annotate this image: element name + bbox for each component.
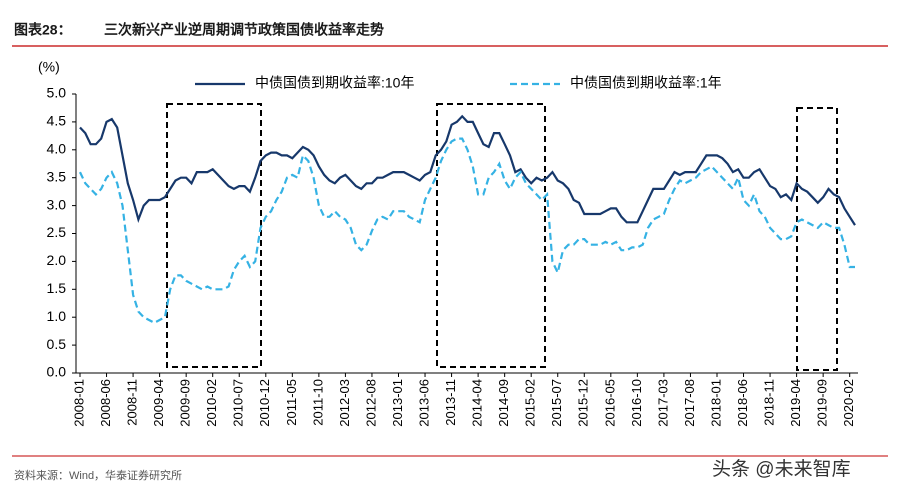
highlight-box	[436, 103, 546, 368]
x-tick-label: 2008-01	[71, 379, 86, 427]
y-tick-label: 5.0	[47, 85, 67, 101]
x-tick-label: 2010-12	[257, 379, 272, 427]
x-tick-label: 2012-08	[363, 379, 378, 427]
highlight-box	[796, 107, 838, 371]
x-tick-label: 2019-09	[815, 379, 830, 427]
y-tick-label: 3.0	[47, 196, 67, 212]
x-tick-label: 2015-02	[523, 379, 538, 427]
x-tick-label: 2019-04	[788, 379, 803, 427]
figure-number: 图表28：	[14, 22, 72, 38]
y-tick-label: 4.5	[47, 113, 67, 129]
x-tick-label: 2010-07	[231, 379, 246, 427]
x-tick-label: 2009-04	[151, 379, 166, 427]
x-tick-label: 2014-04	[470, 379, 485, 427]
x-tick-label: 2011-10	[310, 379, 325, 426]
x-tick-label: 2014-09	[496, 379, 511, 427]
x-tick-label: 2016-05	[602, 379, 617, 427]
x-tick-label: 2016-10	[629, 379, 644, 427]
legend-label: 中债国债到期收益率:10年	[255, 75, 414, 91]
x-tick-label: 2015-12	[576, 379, 591, 427]
x-tick-label: 2008-11	[125, 379, 140, 426]
x-tick-label: 2015-07	[549, 379, 564, 427]
y-tick-label: 2.0	[47, 252, 67, 268]
y-tick-label: 1.5	[47, 280, 67, 296]
y-tick-label: 3.5	[47, 168, 67, 184]
x-tick-label: 2009-09	[178, 379, 193, 427]
x-tick-label: 2011-05	[284, 379, 299, 426]
y-tick-label: 2.5	[47, 224, 67, 240]
x-tick-label: 2013-06	[416, 379, 431, 427]
x-tick-label: 2010-02	[204, 379, 219, 427]
y-tick-label: 4.0	[47, 141, 67, 157]
chart-title: 三次新兴产业逆周期调节政策国债收益率走势	[104, 22, 384, 38]
y-axis-label: (%)	[38, 59, 60, 75]
source: 资料来源：Wind，华泰证券研究所	[14, 468, 182, 482]
y-tick-label: 1.0	[47, 308, 67, 324]
legend-label: 中债国债到期收益率:1年	[570, 75, 722, 91]
x-tick-label: 2013-01	[390, 379, 405, 427]
y-tick-label: 0.0	[47, 364, 67, 380]
x-tick-label: 2020-02	[841, 379, 856, 427]
x-tick-label: 2017-08	[682, 379, 697, 427]
watermark: 头条 @未来智库	[712, 458, 851, 480]
x-tick-label: 2008-06	[98, 379, 113, 427]
series-line	[79, 137, 855, 325]
series-line	[79, 114, 856, 226]
x-tick-label: 2017-03	[655, 379, 670, 427]
x-tick-label: 2018-01	[708, 379, 723, 427]
x-tick-label: 2018-06	[735, 379, 750, 427]
highlight-box	[166, 103, 262, 368]
x-tick-label: 2012-03	[337, 379, 352, 427]
y-tick-label: 0.5	[47, 336, 67, 352]
x-tick-label: 2013-11	[443, 379, 458, 426]
x-tick-label: 2018-11	[762, 379, 777, 426]
